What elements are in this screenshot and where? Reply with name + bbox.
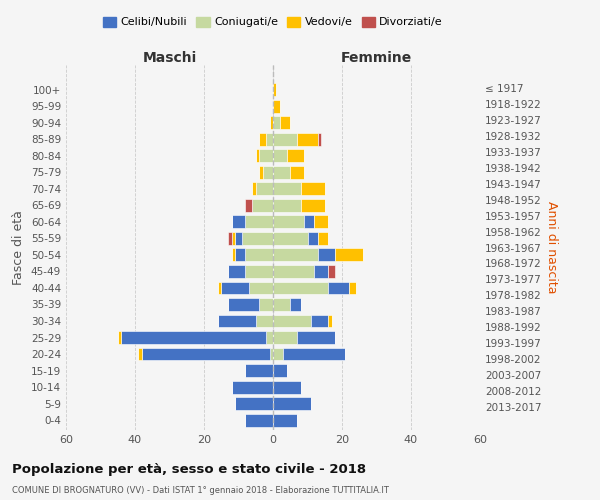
Bar: [232, 248, 235, 262]
Text: Popolazione per età, sesso e stato civile - 2018: Popolazione per età, sesso e stato civil…: [12, 462, 366, 475]
Bar: [218, 282, 221, 294]
Bar: [121, 331, 266, 344]
Bar: [242, 232, 273, 245]
Bar: [273, 265, 314, 278]
Bar: [273, 397, 311, 410]
Bar: [304, 216, 314, 228]
Bar: [118, 331, 121, 344]
Bar: [287, 150, 304, 162]
Bar: [256, 182, 273, 196]
Bar: [290, 166, 304, 179]
Bar: [232, 380, 273, 394]
Bar: [235, 248, 245, 262]
Bar: [273, 166, 290, 179]
Bar: [259, 166, 263, 179]
Bar: [273, 248, 318, 262]
Bar: [273, 298, 290, 311]
Text: Maschi: Maschi: [142, 51, 197, 65]
Bar: [218, 314, 256, 328]
Bar: [273, 282, 328, 294]
Bar: [273, 182, 301, 196]
Bar: [301, 182, 325, 196]
Bar: [273, 150, 287, 162]
Bar: [266, 133, 273, 146]
Bar: [256, 150, 259, 162]
Bar: [273, 216, 304, 228]
Bar: [283, 348, 346, 360]
Bar: [228, 298, 259, 311]
Bar: [273, 199, 301, 212]
Bar: [259, 298, 273, 311]
Bar: [266, 331, 273, 344]
Bar: [139, 348, 142, 360]
Bar: [273, 380, 301, 394]
Bar: [253, 182, 256, 196]
Bar: [232, 232, 235, 245]
Bar: [228, 232, 232, 245]
Bar: [235, 397, 273, 410]
Bar: [273, 133, 297, 146]
Bar: [349, 282, 356, 294]
Bar: [273, 100, 280, 112]
Y-axis label: Fasce di età: Fasce di età: [13, 210, 25, 285]
Bar: [269, 348, 273, 360]
Bar: [328, 314, 332, 328]
Bar: [245, 414, 273, 426]
Bar: [318, 133, 322, 146]
Bar: [245, 248, 273, 262]
Bar: [273, 84, 277, 96]
Bar: [221, 282, 249, 294]
Bar: [280, 116, 290, 129]
Bar: [318, 248, 335, 262]
Bar: [245, 216, 273, 228]
Bar: [297, 331, 335, 344]
Legend: Celibi/Nubili, Coniugati/e, Vedovi/e, Divorziati/e: Celibi/Nubili, Coniugati/e, Vedovi/e, Di…: [98, 12, 448, 32]
Bar: [297, 133, 318, 146]
Bar: [273, 414, 297, 426]
Bar: [245, 199, 253, 212]
Bar: [318, 232, 328, 245]
Text: COMUNE DI BROGNATURO (VV) - Dati ISTAT 1° gennaio 2018 - Elaborazione TUTTITALIA: COMUNE DI BROGNATURO (VV) - Dati ISTAT 1…: [12, 486, 389, 495]
Bar: [308, 232, 318, 245]
Bar: [273, 364, 287, 377]
Bar: [253, 199, 273, 212]
Bar: [249, 282, 273, 294]
Bar: [245, 364, 273, 377]
Bar: [290, 298, 301, 311]
Bar: [314, 265, 328, 278]
Bar: [232, 216, 245, 228]
Bar: [235, 232, 242, 245]
Y-axis label: Anni di nascita: Anni di nascita: [545, 201, 558, 294]
Bar: [335, 248, 363, 262]
Bar: [314, 216, 328, 228]
Bar: [259, 133, 266, 146]
Bar: [273, 116, 280, 129]
Bar: [301, 199, 325, 212]
Bar: [228, 265, 245, 278]
Bar: [263, 166, 273, 179]
Bar: [259, 150, 273, 162]
Text: Femmine: Femmine: [341, 51, 412, 65]
Bar: [273, 331, 297, 344]
Bar: [256, 314, 273, 328]
Bar: [273, 314, 311, 328]
Bar: [328, 282, 349, 294]
Bar: [142, 348, 269, 360]
Bar: [311, 314, 328, 328]
Bar: [328, 265, 335, 278]
Bar: [269, 116, 273, 129]
Bar: [273, 232, 308, 245]
Bar: [273, 348, 283, 360]
Bar: [245, 265, 273, 278]
